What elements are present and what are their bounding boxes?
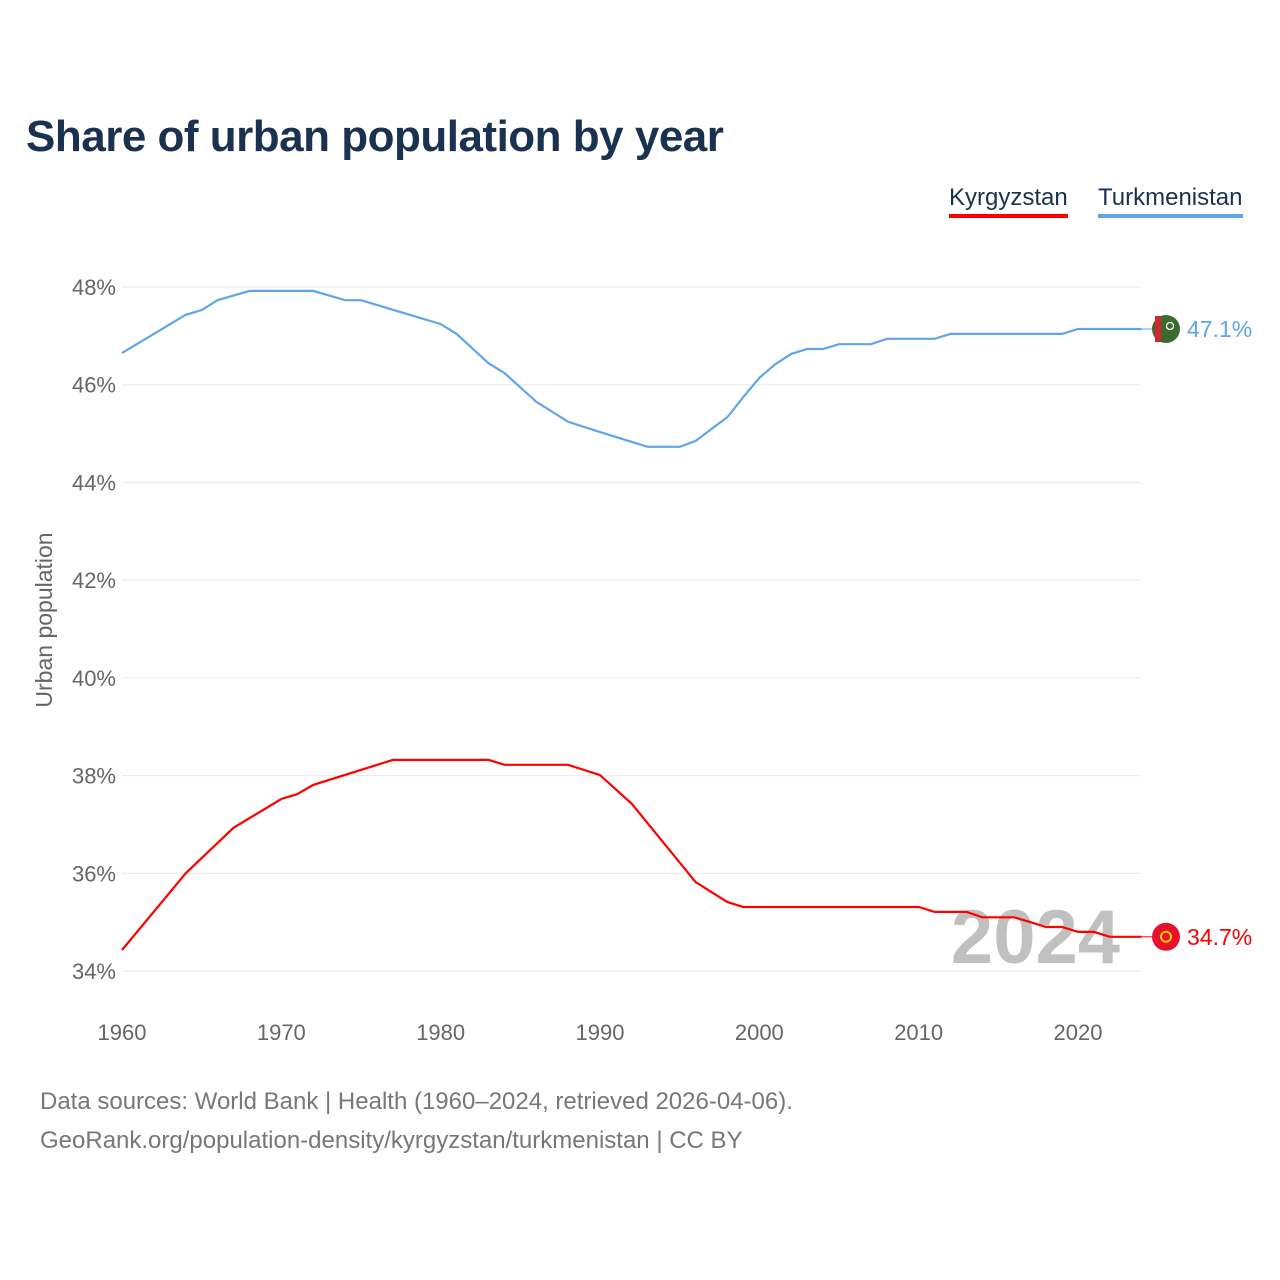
chart-title: Share of urban population by year bbox=[26, 112, 724, 161]
x-tick-label: 2020 bbox=[1054, 1020, 1103, 1045]
y-tick-label: 40% bbox=[72, 666, 116, 691]
end-value-label: 47.1% bbox=[1187, 316, 1252, 342]
y-axis-label: Urban population bbox=[31, 532, 57, 707]
x-tick-label: 1980 bbox=[416, 1020, 465, 1045]
x-tick-label: 1960 bbox=[98, 1020, 147, 1045]
y-tick-label: 42% bbox=[72, 568, 116, 593]
y-tick-label: 46% bbox=[72, 373, 116, 398]
y-tick-label: 38% bbox=[72, 764, 116, 789]
legend-kyrgyzstan[interactable]: Kyrgyzstan bbox=[949, 184, 1068, 218]
x-tick-label: 1970 bbox=[257, 1020, 306, 1045]
flag-crescent-icon bbox=[1165, 321, 1175, 331]
kyrgyzstan-flag bbox=[1152, 922, 1180, 951]
series-line-kyrgyzstan bbox=[121, 758, 1142, 951]
footer-link[interactable]: GeoRank.org/population-density/kyrgyzsta… bbox=[40, 1127, 743, 1154]
flag-sun-icon bbox=[1160, 930, 1172, 943]
x-tick-label: 2000 bbox=[735, 1020, 784, 1045]
flag-background bbox=[1152, 922, 1180, 951]
y-tick-label: 36% bbox=[72, 861, 116, 886]
y-tick-label: 48% bbox=[72, 275, 116, 300]
flag-stripe bbox=[1155, 316, 1161, 343]
footer-source: Data sources: World Bank | Health (1960–… bbox=[40, 1088, 793, 1115]
x-tick-label: 1990 bbox=[576, 1020, 625, 1045]
turkmenistan-flag bbox=[1152, 315, 1180, 344]
y-tick-label: 34% bbox=[72, 959, 116, 984]
end-value-label: 34.7% bbox=[1187, 924, 1252, 950]
legend-turkmenistan[interactable]: Turkmenistan bbox=[1098, 184, 1243, 218]
series-line-turkmenistan bbox=[121, 289, 1142, 448]
y-tick-label: 44% bbox=[72, 470, 116, 495]
x-tick-label: 2010 bbox=[894, 1020, 943, 1045]
year-watermark: 2024 bbox=[951, 895, 1120, 980]
